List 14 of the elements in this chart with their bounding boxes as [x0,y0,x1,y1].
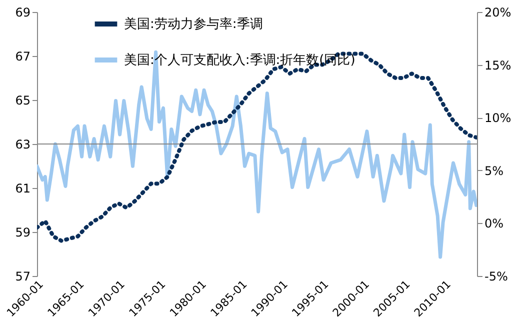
y2-tick-label: 20% [484,6,512,20]
y-tick-label: 65 [15,94,30,108]
y2-tick-label: 15% [484,58,512,72]
y2-tick-label: 5% [484,164,504,178]
y-tick-label: 57 [15,270,30,284]
y2-tick-label: 10% [484,111,512,126]
y2-tick-label: -5% [484,270,508,284]
y-tick-label: 63 [15,138,30,152]
y2-tick-label: 0% [484,216,504,231]
y-tick-label: 61 [15,182,30,196]
legend-label: 美国:劳动力参与率:季调 [124,16,263,32]
y-tick-label: 69 [15,6,30,20]
y-tick-label: 67 [15,50,30,64]
y-tick-label: 59 [15,226,30,240]
